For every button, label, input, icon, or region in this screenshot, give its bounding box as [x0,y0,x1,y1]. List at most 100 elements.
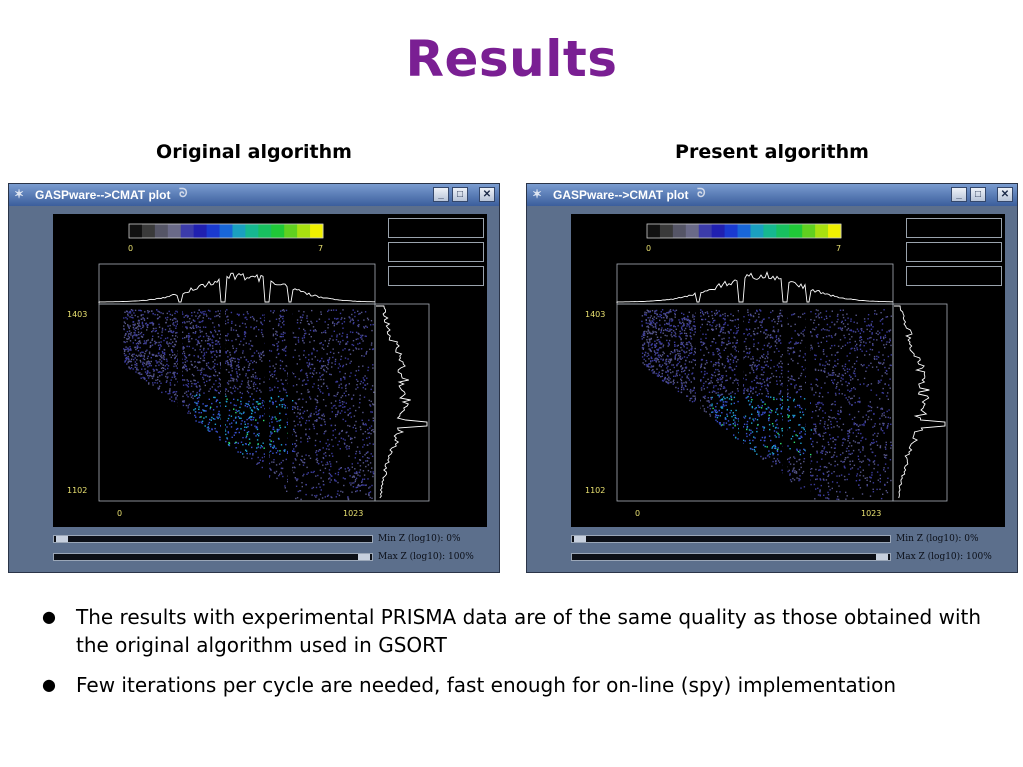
min-z-slider[interactable] [53,535,373,543]
y-projection-frame [892,303,948,502]
colorbar-segment [763,224,777,238]
close-button[interactable]: ✕ [479,187,495,202]
swirl-icon: ᘐ [697,186,706,200]
colorbar-segment [245,224,259,238]
colorbar-min-label: 0 [646,244,652,253]
colorbar-segment [206,224,221,238]
colorbar-segment [141,224,156,238]
min-z-slider-thumb[interactable] [56,536,68,542]
colorbar-segment [647,224,661,238]
colorbar-segment [776,224,790,238]
plot-window-original: ✶ GASPware-->CMAT plot ᘐ _ □ ✕ 0 7 1403 … [8,183,500,573]
maximize-button[interactable]: □ [970,187,986,202]
x-projection-frame [616,263,894,305]
max-z-slider-thumb[interactable] [876,554,888,560]
info-box-2 [388,242,484,262]
y-projection-frame [374,303,430,502]
matrix-plot-area[interactable]: 0 7 1403 1102 0 1023 [571,214,1005,527]
colorbar-frame [646,223,842,239]
colorbar-segment [297,224,311,238]
y-axis-top-label: 1403 [67,310,88,319]
x-axis-max-label: 1023 [861,509,882,518]
info-box-3 [388,266,484,286]
matrix-plot-area[interactable]: 0 7 1403 1102 0 1023 [53,214,487,527]
colorbar-segment [154,224,169,238]
close-button[interactable]: ✕ [997,187,1013,202]
colorbar-segment [180,224,195,238]
colorbar-segment [672,224,687,238]
bullet-item: ● The results with experimental PRISMA d… [36,603,996,659]
y-axis-bottom-label: 1102 [67,486,88,495]
colorbar-segment [828,224,842,238]
bullet-item: ● Few iterations per cycle are needed, f… [36,671,996,699]
min-z-slider[interactable] [571,535,891,543]
x-axis-min-label: 0 [635,509,641,518]
colorbar-segment [750,224,764,238]
colorbar-max-label: 7 [318,244,324,253]
info-box-1 [906,218,1002,238]
matrix-plot-svg [616,223,948,502]
matrix-plot-svg [98,223,430,502]
colorbar-segment [271,224,285,238]
colorbar-frame [128,223,324,239]
min-z-slider-thumb[interactable] [574,536,586,542]
colorbar-segment [219,224,233,238]
bullet-dot-icon: ● [42,607,56,626]
colorbar-segment [167,224,182,238]
window-titlebar[interactable]: ✶ GASPware-->CMAT plot ᘐ _ □ ✕ [527,184,1017,206]
minimize-button[interactable]: _ [951,187,967,202]
colorbar-segment [284,224,298,238]
x-axis-min-label: 0 [117,509,123,518]
max-z-label: Max Z (log10): 100% [378,552,474,562]
plot-window-present: ✶ GASPware-->CMAT plot ᘐ _ □ ✕ 0 7 1403 … [526,183,1018,573]
info-box-2 [906,242,1002,262]
colorbar-max-label: 7 [836,244,842,253]
minimize-button[interactable]: _ [433,187,449,202]
colorbar-segment [724,224,739,238]
info-box-1 [388,218,484,238]
colorbar-segment [685,224,700,238]
window-title: GASPware-->CMAT plot [35,188,171,202]
matrix-frame [616,303,894,502]
info-box-3 [906,266,1002,286]
colorbar-segment [737,224,751,238]
y-axis-bottom-label: 1102 [585,486,606,495]
x-projection-spectrum [616,270,893,303]
colorbar-segment [258,224,272,238]
slide-title: Results [405,30,618,88]
swirl-icon: ᘐ [179,186,188,200]
colorbar-segment [232,224,246,238]
min-z-label: Min Z (log10): 0% [896,534,979,544]
y-axis-top-label: 1403 [585,310,606,319]
colorbar-segment [193,224,208,238]
app-icon: ✶ [532,187,543,201]
caption-original: Original algorithm [156,141,352,163]
colorbar-min-label: 0 [128,244,134,253]
colorbar-segment [659,224,674,238]
bullet-text: Few iterations per cycle are needed, fas… [76,673,897,697]
max-z-label: Max Z (log10): 100% [896,552,992,562]
colorbar-segment [789,224,803,238]
bullet-text: The results with experimental PRISMA dat… [76,605,982,657]
y-projection-spectrum [376,305,428,499]
x-projection-frame [98,263,376,305]
max-z-slider-thumb[interactable] [358,554,370,560]
colorbar-segment [129,224,143,238]
bullet-list: ● The results with experimental PRISMA d… [36,603,996,711]
colorbar-segment [310,224,324,238]
matrix-points [123,306,375,501]
maximize-button[interactable]: □ [452,187,468,202]
matrix-points [641,306,893,501]
x-projection-spectrum [98,272,375,303]
max-z-slider[interactable] [53,553,373,561]
min-z-label: Min Z (log10): 0% [378,534,461,544]
colorbar-segment [711,224,726,238]
colorbar-segment [815,224,829,238]
colorbar-segment [698,224,713,238]
colorbar-segment [802,224,816,238]
bullet-dot-icon: ● [42,675,56,694]
x-axis-max-label: 1023 [343,509,364,518]
window-titlebar[interactable]: ✶ GASPware-->CMAT plot ᘐ _ □ ✕ [9,184,499,206]
app-icon: ✶ [14,187,25,201]
max-z-slider[interactable] [571,553,891,561]
